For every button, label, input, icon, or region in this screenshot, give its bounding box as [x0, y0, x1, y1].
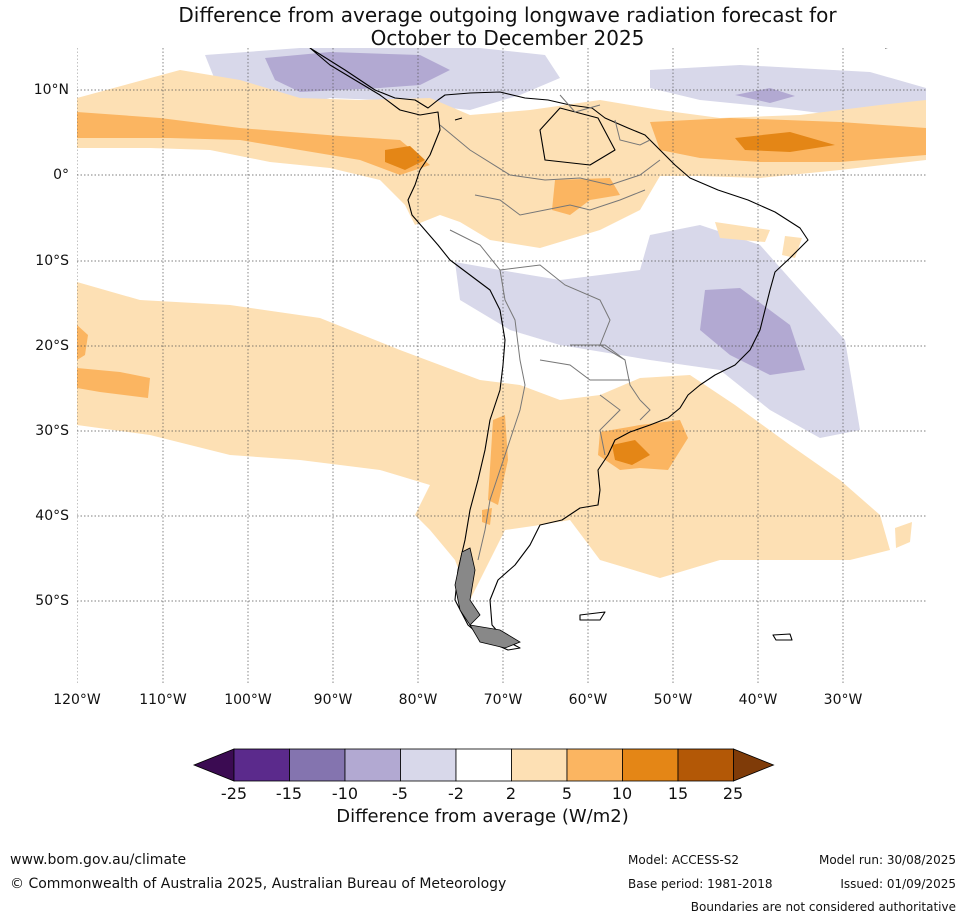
lat-label-30s: 30°S: [35, 423, 69, 439]
colorbar-arrow-low: [192, 748, 235, 782]
positive-anomaly-amazon: [552, 178, 620, 215]
colorbar-title: Difference from average (W/m2): [336, 806, 629, 827]
tierra-del-fuego: [454, 547, 521, 649]
lon-label-110w: 110°W: [139, 692, 187, 708]
colorbar-swatch: [511, 748, 568, 782]
positive-anomaly-itcz: [77, 70, 926, 248]
lon-label-120w: 120°W: [53, 692, 101, 708]
colorbar-tick: -10: [331, 784, 359, 803]
colorbar: [192, 748, 775, 782]
lon-label-100w: 100°W: [224, 692, 272, 708]
colorbar-swatch: [455, 748, 512, 782]
colorbar-swatch: [566, 748, 623, 782]
negative-anomaly-atlantic-core: [735, 88, 795, 103]
chart-title: Difference from average outgoing longwav…: [0, 4, 965, 50]
lat-label-50s: 50°S: [35, 593, 69, 609]
coastlines: [309, 48, 888, 651]
colorbar-swatch: [289, 748, 346, 782]
positive-anomaly-ne-brazil: [715, 222, 770, 242]
colorbar-tick: 5: [561, 784, 573, 803]
lat-label-20s: 20°S: [35, 338, 69, 354]
model-text: Model: ACCESS-S2: [628, 853, 740, 867]
positive-anomaly-south-pacific-moderate: [77, 368, 150, 398]
lat-label-10n: 10°N: [33, 82, 69, 98]
colorbar-swatch: [233, 748, 290, 782]
positive-anomaly-rio-de-la-plata-strong: [612, 440, 650, 465]
lat-label-40s: 40°S: [35, 508, 69, 524]
colorbar-tick: -15: [275, 784, 303, 803]
positive-anomaly-south-pacific: [77, 282, 890, 600]
country-borders: [439, 94, 661, 561]
lat-label-10s: 10°S: [35, 253, 69, 269]
colorbar-tick: -25: [220, 784, 248, 803]
lat-label-0: 0°: [53, 167, 69, 183]
title-line-1: Difference from average outgoing longwav…: [178, 3, 837, 27]
base-period-text: Base period: 1981-2018: [628, 877, 773, 891]
positive-anomaly-atlantic-strong: [735, 132, 835, 152]
gridlines: [77, 48, 926, 685]
lon-label-50w: 50°W: [653, 692, 693, 708]
colorbar-swatch: [400, 748, 457, 782]
colorbar-tick: 25: [722, 784, 744, 803]
map: [77, 48, 926, 685]
lon-label-80w: 80°W: [398, 692, 438, 708]
colorbar-swatch: [677, 748, 734, 782]
positive-anomaly-south-pacific-moderate-2: [77, 325, 88, 360]
lon-label-40w: 40°W: [738, 692, 778, 708]
lon-label-70w: 70°W: [483, 692, 523, 708]
copyright-text: © Commonwealth of Australia 2025, Austra…: [10, 876, 507, 892]
positive-anomaly-islet: [895, 522, 912, 548]
colorbar-tick: 10: [611, 784, 633, 803]
colorbar-tick: 15: [667, 784, 689, 803]
colorbar-arrow-high: [733, 748, 775, 782]
issued-text: Issued: 01/09/2025: [840, 877, 956, 891]
colorbar-tick: -2: [448, 784, 464, 803]
lon-label-30w: 30°W: [823, 692, 863, 708]
colorbar-swatch: [622, 748, 679, 782]
colorbar-tick: -5: [392, 784, 408, 803]
model-run-text: Model run: 30/08/2025: [818, 853, 956, 867]
lon-label-90w: 90°W: [313, 692, 353, 708]
colorbar-tick: 2: [505, 784, 517, 803]
negative-anomaly-brazil-core: [700, 288, 805, 375]
negative-anomaly-atlantic: [650, 65, 926, 118]
disclaimer-text: Boundaries are not considered authoritat…: [690, 900, 956, 914]
lon-label-60w: 60°W: [568, 692, 608, 708]
positive-anomaly-ne-brazil-2: [782, 236, 802, 258]
title-line-2: October to December 2025: [370, 26, 645, 50]
colorbar-swatch: [344, 748, 401, 782]
positive-anomaly-pacific-strong: [385, 146, 425, 170]
anomaly-shading: [77, 48, 926, 600]
website-link[interactable]: www.bom.gov.au/climate: [10, 852, 187, 868]
negative-anomaly-north-core: [265, 52, 450, 92]
positive-anomaly-itcz-moderate: [77, 112, 430, 175]
negative-anomaly-brazil: [455, 225, 860, 438]
